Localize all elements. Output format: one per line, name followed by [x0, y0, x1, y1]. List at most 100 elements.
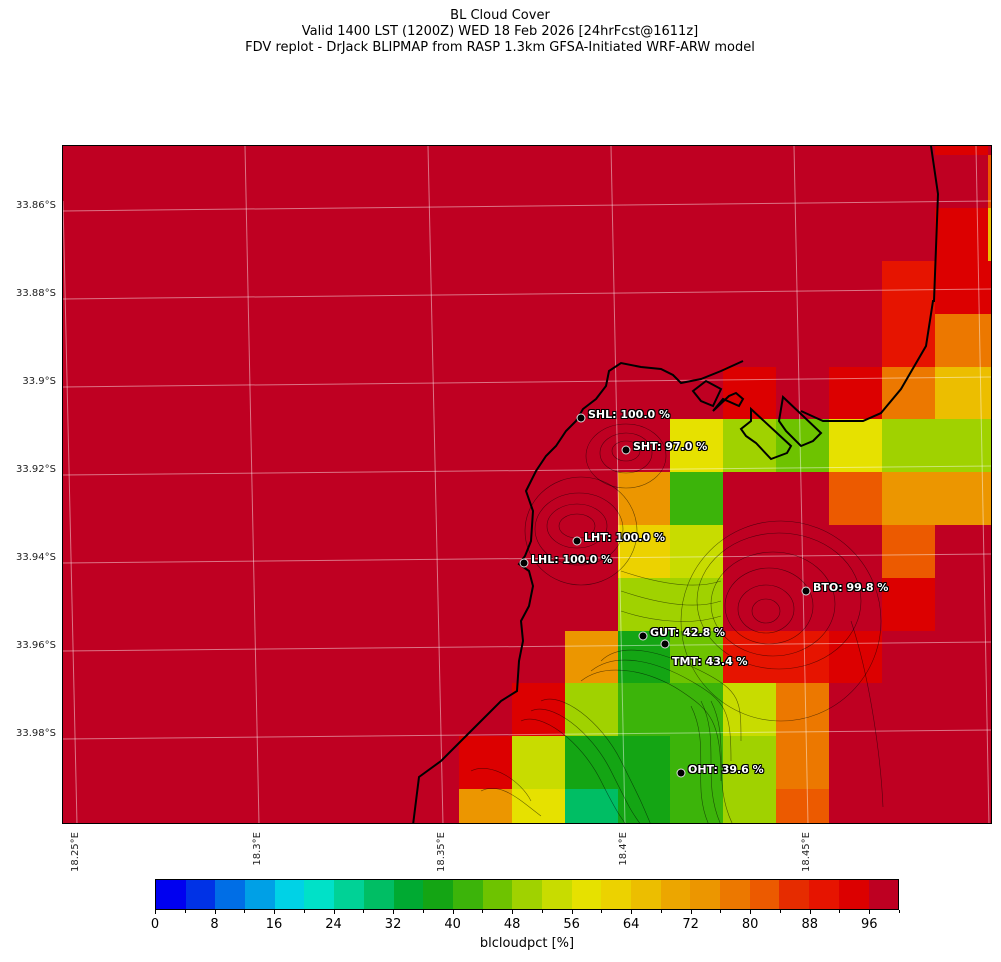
cloud-cell	[618, 789, 670, 823]
cloud-cell	[988, 155, 991, 208]
cloud-cell	[882, 578, 935, 631]
cloud-cell	[829, 419, 882, 472]
chart-valid-time: Valid 1400 LST (1200Z) WED 18 Feb 2026 […	[301, 24, 699, 39]
colorbar-segment	[482, 880, 513, 909]
cloud-cell	[459, 789, 512, 823]
colorbar-tick	[274, 910, 275, 914]
station-label: SHT: 97.0 %	[633, 440, 708, 453]
colorbar-tick	[780, 910, 781, 913]
y-tick-label: 33.86°S	[16, 200, 56, 211]
colorbar-tick	[215, 910, 216, 914]
colorbar-tick-label: 80	[741, 917, 759, 932]
station-dot-icon	[572, 536, 582, 546]
colorbar-tick-label: 88	[801, 917, 818, 932]
cloud-cell	[618, 683, 723, 736]
cloud-cell	[935, 146, 988, 155]
station-label: OHT: 39.6 %	[688, 763, 764, 776]
x-tick-label: 18.4°E	[618, 832, 629, 866]
cloud-cell	[459, 736, 512, 789]
cloud-cell	[829, 472, 882, 525]
station-label: LHL: 100.0 %	[531, 553, 613, 566]
colorbar-segment	[334, 880, 364, 909]
y-tick-label: 33.92°S	[16, 464, 56, 475]
y-tick-label: 33.96°S	[16, 640, 56, 651]
graticule	[63, 146, 991, 823]
colorbar-segment	[304, 880, 335, 909]
station-dot-icon	[638, 631, 648, 641]
x-tick-label: 18.45°E	[801, 832, 812, 872]
colorbar	[155, 879, 899, 910]
chart-title-block: BL Cloud Cover Valid 1400 LST (1200Z) WE…	[0, 8, 1001, 56]
colorbar-segment	[601, 880, 631, 909]
colorbar-tick-label: 24	[325, 917, 342, 932]
coastline	[412, 146, 940, 823]
station-label: SHL: 100.0 %	[588, 408, 671, 421]
colorbar-tick	[691, 910, 692, 914]
colorbar-segment	[631, 880, 661, 909]
colorbar-segment	[868, 880, 899, 909]
map-plot-area[interactable]	[62, 145, 992, 824]
cloud-cell	[618, 525, 670, 578]
colorbar-segment	[838, 880, 869, 909]
cloud-cell	[512, 736, 565, 789]
cloud-cell	[882, 419, 991, 472]
colorbar-tick	[453, 910, 454, 914]
cloud-cell	[565, 736, 670, 789]
cloud-cell	[670, 736, 723, 823]
colorbar-tick	[393, 910, 394, 914]
colorbar-tick	[631, 910, 632, 914]
colorbar-segment	[185, 880, 216, 909]
y-tick-label: 33.98°S	[16, 728, 56, 739]
x-tick-label: 18.35°E	[436, 832, 447, 872]
cloud-cell	[723, 419, 776, 472]
colorbar-tick	[572, 910, 573, 914]
cloud-cell	[935, 208, 988, 261]
colorbar-segment	[452, 880, 483, 909]
cloud-cell	[829, 631, 882, 683]
y-tick-label: 33.9°S	[22, 376, 56, 387]
cloud-cell	[882, 261, 935, 314]
colorbar-segment	[660, 880, 691, 909]
cloud-cell	[565, 789, 618, 823]
colorbar-tick	[244, 910, 245, 913]
colorbar-tick	[155, 910, 156, 914]
cloud-cell	[723, 736, 776, 823]
cloud-cell	[882, 472, 991, 525]
colorbar-segment	[274, 880, 305, 909]
colorbar-tick	[869, 910, 870, 914]
colorbar-segment	[215, 880, 246, 909]
cloud-cell	[512, 683, 565, 736]
cloud-cell	[565, 631, 618, 683]
colorbar-tick	[334, 910, 335, 914]
colorbar-segment	[779, 880, 810, 909]
cloud-cell	[618, 472, 670, 525]
x-tick-label: 18.25°E	[70, 832, 81, 872]
colorbar-tick	[482, 910, 483, 913]
station-label: LHT: 100.0 %	[584, 531, 665, 544]
station-dot-icon	[621, 445, 631, 455]
colorbar-tick	[810, 910, 811, 914]
colorbar-tick	[363, 910, 364, 913]
cloud-cell	[565, 683, 618, 736]
colorbar-tick	[185, 910, 186, 913]
colorbar-tick-label: 72	[682, 917, 699, 932]
colorbar-segment	[363, 880, 394, 909]
colorbar-segment	[393, 880, 424, 909]
colorbar-tick-label: 32	[384, 917, 402, 932]
colorbar-tick	[899, 910, 900, 913]
station-label: TMT: 43.4 %	[672, 655, 748, 668]
colorbar-tick-label: 48	[503, 917, 521, 932]
station-dot-icon	[801, 586, 811, 596]
cloud-cell	[670, 419, 723, 472]
cloud-cell	[512, 789, 565, 823]
station-dot-icon	[660, 639, 670, 649]
colorbar-tick	[423, 910, 424, 913]
map-canvas	[63, 146, 991, 823]
station-dot-icon	[519, 558, 529, 568]
colorbar-tick-label: 96	[860, 917, 878, 932]
colorbar-tick-label: 64	[622, 917, 640, 932]
cloud-cell	[776, 789, 829, 823]
station-dot-icon	[576, 413, 586, 423]
cloud-cell	[935, 367, 991, 419]
cloud-cell	[935, 314, 991, 367]
